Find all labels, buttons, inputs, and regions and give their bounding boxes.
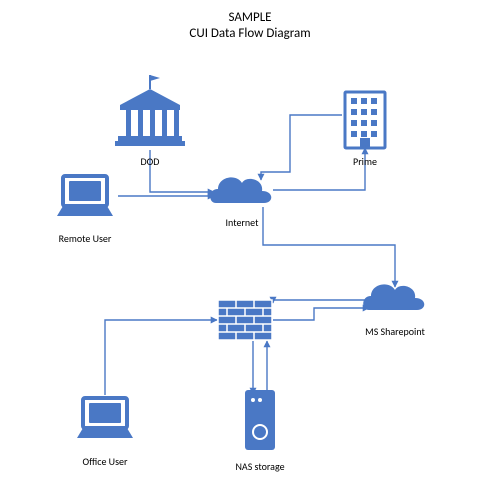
node-prime-label: Prime — [315, 155, 415, 168]
node-firewall-icon — [218, 300, 272, 340]
node-remote_user-label: Remote User — [35, 232, 135, 245]
node-internet-label: Internet — [192, 216, 292, 229]
diagram-canvas: { "title": { "line1": "SAMPLE", "line2":… — [0, 0, 500, 500]
node-sharepoint-label: MS Sharepoint — [345, 325, 445, 338]
diagram-svg — [0, 0, 500, 500]
edge-office_user-to-firewall — [105, 320, 217, 395]
node-dod-icon — [115, 75, 185, 146]
node-nas-icon — [245, 390, 275, 450]
node-office_user-icon — [77, 398, 133, 438]
node-office_user-label: Office User — [55, 455, 155, 468]
edge-firewall-to-sharepoint — [273, 308, 369, 320]
node-nas-label: NAS storage — [210, 460, 310, 473]
node-internet-icon — [210, 177, 271, 203]
node-sharepoint-icon — [363, 284, 424, 310]
node-dod-label: DOD — [100, 155, 200, 168]
node-prime-icon — [345, 92, 385, 148]
node-remote_user-icon — [57, 176, 113, 216]
edge-sharepoint-to-firewall — [273, 300, 369, 303]
edge-prime-to-internet — [261, 115, 342, 180]
